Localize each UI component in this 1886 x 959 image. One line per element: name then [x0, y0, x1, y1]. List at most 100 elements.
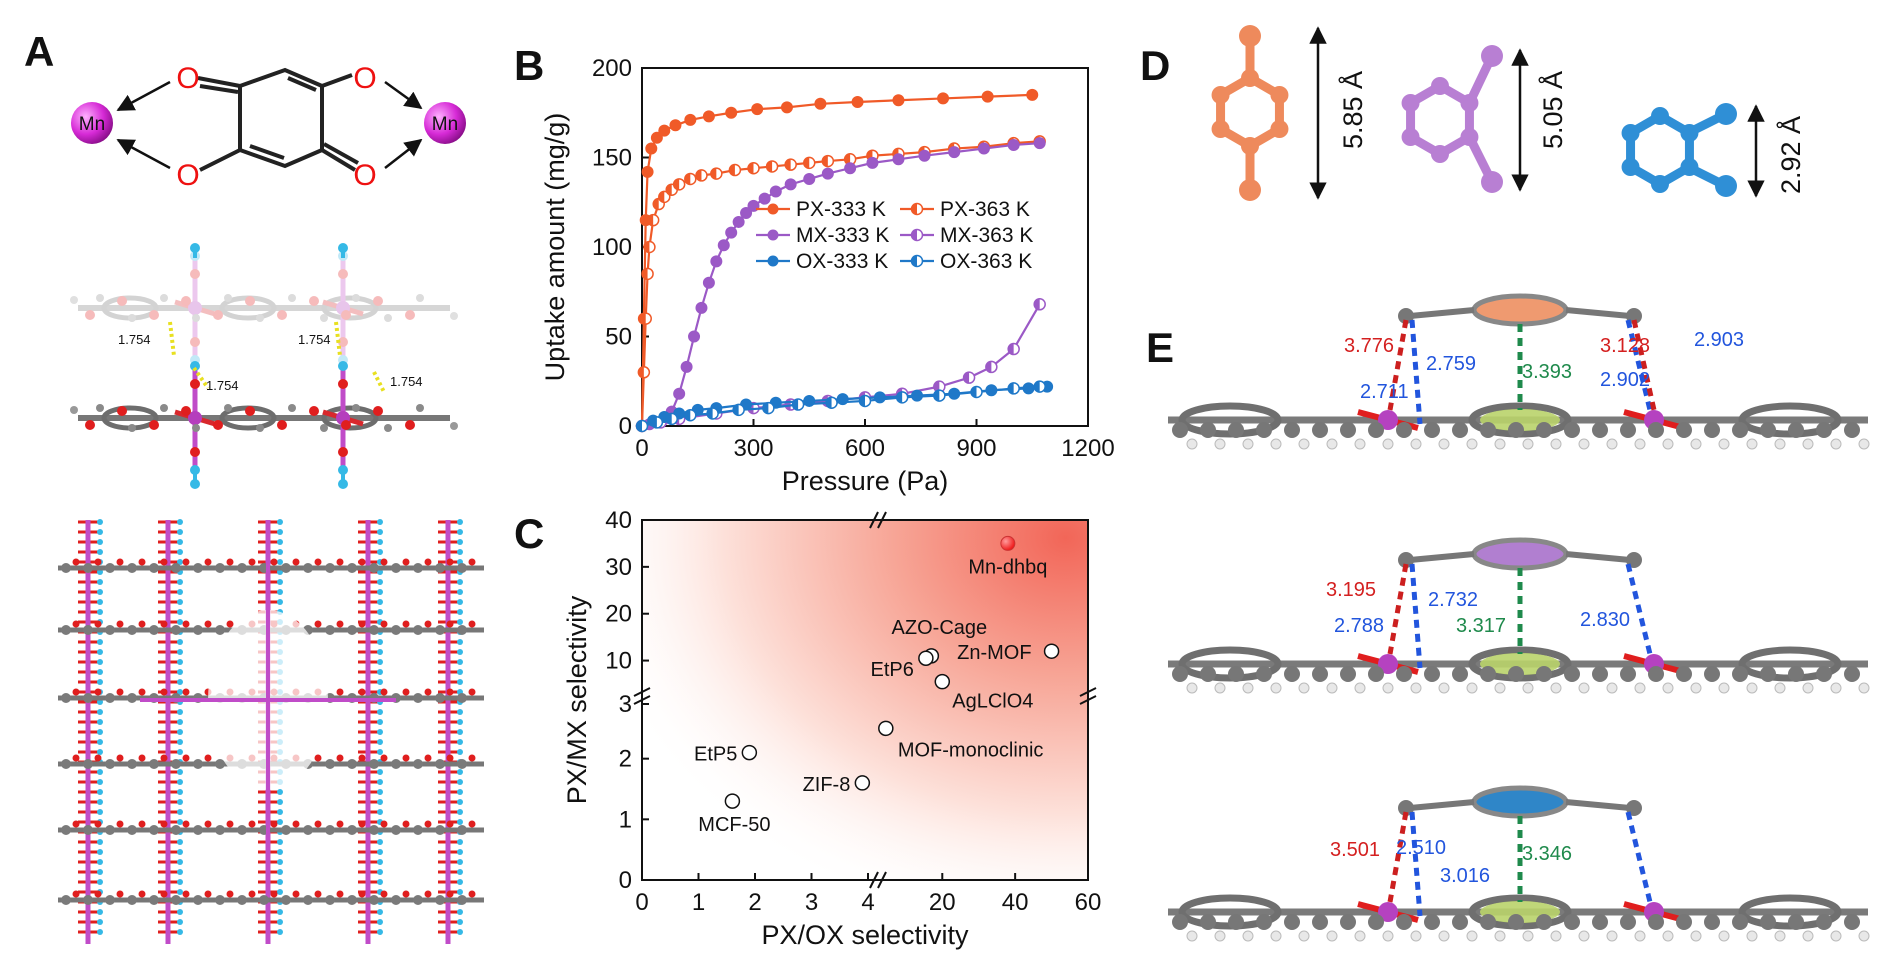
binding-site-3 — [1168, 785, 1870, 942]
y-tick-label: 3 — [619, 691, 632, 718]
x-tick-label: 1200 — [1061, 435, 1114, 462]
pillar-h — [177, 839, 183, 845]
chain-o-atom — [226, 890, 234, 898]
pillar-h — [97, 529, 103, 535]
pillar-h — [457, 719, 463, 725]
h-atom — [1690, 682, 1702, 694]
pillar-h — [177, 539, 183, 545]
mn-o-bond — [174, 299, 216, 317]
h-atom — [1270, 682, 1282, 694]
e1-red-distance-2: 3.128 — [1600, 335, 1650, 357]
selectivity-background — [642, 520, 1088, 880]
c-atom — [1424, 422, 1440, 438]
ch-mn-interaction — [1631, 319, 1657, 411]
chain-o-atom — [380, 820, 388, 828]
pillar-h — [97, 769, 103, 775]
pillar-h — [457, 599, 463, 605]
chain-c-atom — [149, 625, 159, 635]
chain-o-atom — [358, 754, 366, 762]
o-atom — [149, 310, 159, 320]
data-point — [854, 775, 871, 791]
chain-c-atom — [149, 563, 159, 573]
pillar-h — [377, 539, 383, 545]
guest-methyl-bond — [1409, 799, 1475, 811]
c-atom — [1480, 422, 1496, 438]
chain-o-atom — [380, 688, 388, 696]
c-atom — [1760, 914, 1776, 930]
c-atom — [1816, 666, 1832, 682]
pillar-h — [177, 729, 183, 735]
legend-label: PX-363 K — [940, 198, 1030, 221]
px-ring — [1211, 69, 1289, 155]
chain-o-atom — [358, 688, 366, 696]
chain-c-atom — [105, 563, 115, 573]
pillar-h — [457, 709, 463, 715]
molecule-px — [1211, 25, 1289, 201]
h-atom — [1858, 682, 1870, 694]
pillar-h — [377, 839, 383, 845]
data-point — [684, 172, 697, 186]
pillar-h — [177, 709, 183, 715]
chain-o-atom — [468, 820, 476, 828]
pillar-h — [97, 639, 103, 645]
c-atom — [1396, 666, 1412, 682]
mn-o-bond — [322, 299, 364, 317]
data-point — [934, 673, 951, 690]
binding-site-1 — [1168, 293, 1870, 450]
data-point — [680, 360, 693, 373]
pillar-h — [377, 849, 383, 855]
chain-o-atom — [446, 890, 454, 898]
pillar-h — [277, 549, 283, 555]
data-point — [646, 213, 660, 227]
data-point — [873, 391, 886, 404]
chain-o-atom — [182, 558, 190, 566]
pillar-h — [377, 729, 383, 735]
chain-c-atom — [347, 895, 357, 905]
c-atom — [1228, 422, 1244, 438]
c-atom — [1732, 666, 1748, 682]
data-point — [1033, 380, 1046, 393]
pillar-h — [177, 849, 183, 855]
chain-c-atom — [171, 825, 181, 835]
h-atom — [1382, 930, 1394, 942]
chain-o-atom — [226, 620, 234, 628]
c-atom — [1368, 914, 1384, 930]
pillar-h — [277, 529, 283, 535]
chain-c-atom — [83, 625, 93, 635]
pillar-h — [277, 929, 283, 935]
data-point — [933, 380, 946, 393]
x-tick-label: 0 — [635, 435, 648, 462]
h-atom — [1774, 438, 1786, 450]
x-tick-label: 20 — [929, 889, 956, 916]
pillar-h — [177, 799, 183, 805]
axial-atom — [338, 269, 348, 279]
chain-c-atom — [237, 895, 247, 905]
ch-mn-interaction — [1387, 811, 1409, 903]
y-axis-label: PX/MX selectivity — [562, 595, 592, 804]
chain-c-atom — [413, 693, 423, 703]
chain-c-atom — [61, 895, 71, 905]
chain-o-atom — [402, 620, 410, 628]
pillar-h — [277, 919, 283, 925]
h-atom — [1494, 930, 1506, 942]
data-point — [650, 416, 664, 429]
o-atom — [213, 310, 223, 320]
o-atom — [117, 296, 127, 306]
chain-o-atom — [270, 820, 278, 828]
e2-blue-distance-2: 2.732 — [1428, 589, 1478, 611]
chain-o-atom — [292, 820, 300, 828]
series-mx-333-k — [636, 137, 1046, 432]
pillar-h — [377, 589, 383, 595]
chain-c-atom — [413, 563, 423, 573]
e3-red-distance: 3.501 — [1330, 839, 1380, 861]
end-atom — [70, 296, 78, 304]
h-atom — [1746, 438, 1758, 450]
chain-o-atom — [138, 820, 146, 828]
chain-c-atom — [325, 895, 335, 905]
data-point — [825, 396, 838, 409]
chain-c-atom — [413, 625, 423, 635]
c-atom — [1564, 666, 1580, 682]
chain-c-atom — [347, 825, 357, 835]
h-atom — [1634, 438, 1646, 450]
chain-o-atom — [336, 820, 344, 828]
